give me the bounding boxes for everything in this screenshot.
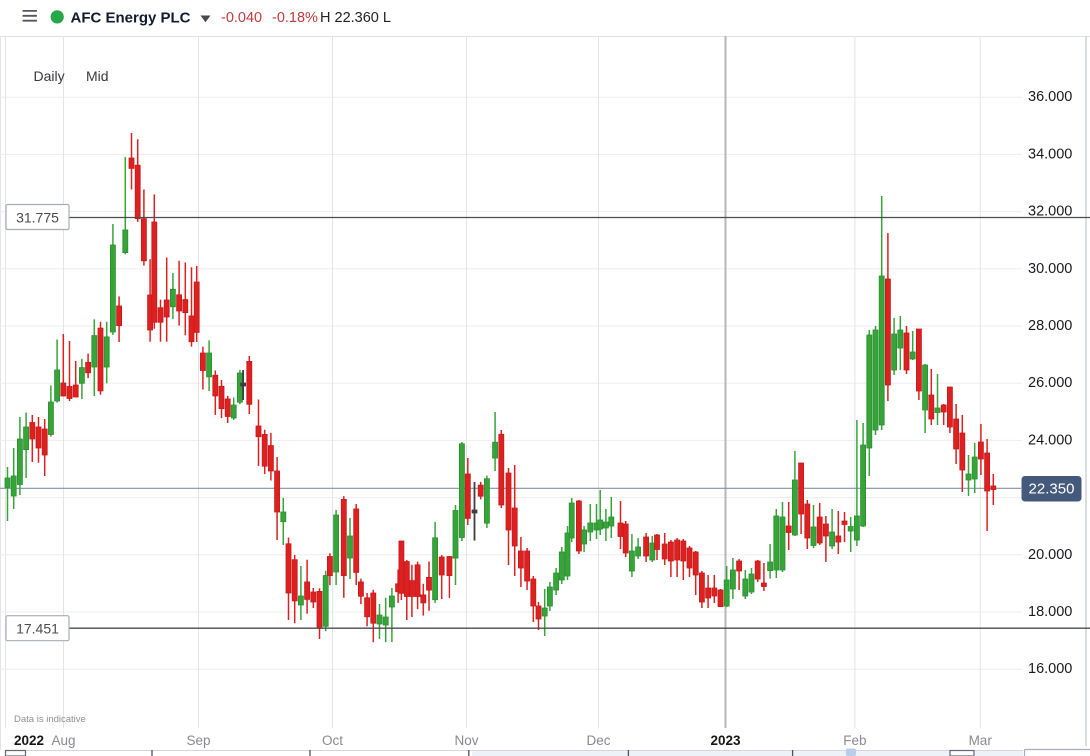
svg-text:Dec: Dec <box>586 733 610 748</box>
svg-text:18.000: 18.000 <box>1028 604 1072 620</box>
svg-text:31.775: 31.775 <box>16 210 59 226</box>
svg-text:24.000: 24.000 <box>1028 432 1072 448</box>
svg-text:2023: 2023 <box>710 733 741 748</box>
svg-text:Aug: Aug <box>51 733 75 748</box>
svg-text:26.000: 26.000 <box>1028 375 1072 391</box>
svg-text:-0.18%: -0.18% <box>272 10 318 26</box>
svg-text:Mar: Mar <box>969 733 993 748</box>
svg-text:22.350: 22.350 <box>1029 481 1075 498</box>
svg-text:AFC Energy PLC: AFC Energy PLC <box>71 9 191 26</box>
svg-text:17.451: 17.451 <box>16 621 59 637</box>
svg-text:Feb: Feb <box>843 733 866 748</box>
svg-text:H 22.360 L: H 22.360 L <box>320 10 391 26</box>
svg-text:30.000: 30.000 <box>1028 261 1072 277</box>
svg-text:Data is indicative: Data is indicative <box>14 714 86 725</box>
svg-text:36.000: 36.000 <box>1028 89 1072 105</box>
svg-text:28.000: 28.000 <box>1028 318 1072 334</box>
svg-text:20.000: 20.000 <box>1028 547 1072 563</box>
svg-text:Nov: Nov <box>454 733 478 748</box>
svg-text:16.000: 16.000 <box>1028 661 1072 677</box>
svg-text:2022: 2022 <box>14 733 44 748</box>
svg-text:Mid: Mid <box>86 68 109 84</box>
svg-text:-0.040: -0.040 <box>221 10 262 26</box>
svg-text:32.000: 32.000 <box>1028 204 1072 220</box>
svg-text:Oct: Oct <box>322 733 343 748</box>
svg-text:Daily: Daily <box>34 68 65 84</box>
svg-text:Sep: Sep <box>186 733 210 748</box>
svg-text:34.000: 34.000 <box>1028 146 1072 162</box>
